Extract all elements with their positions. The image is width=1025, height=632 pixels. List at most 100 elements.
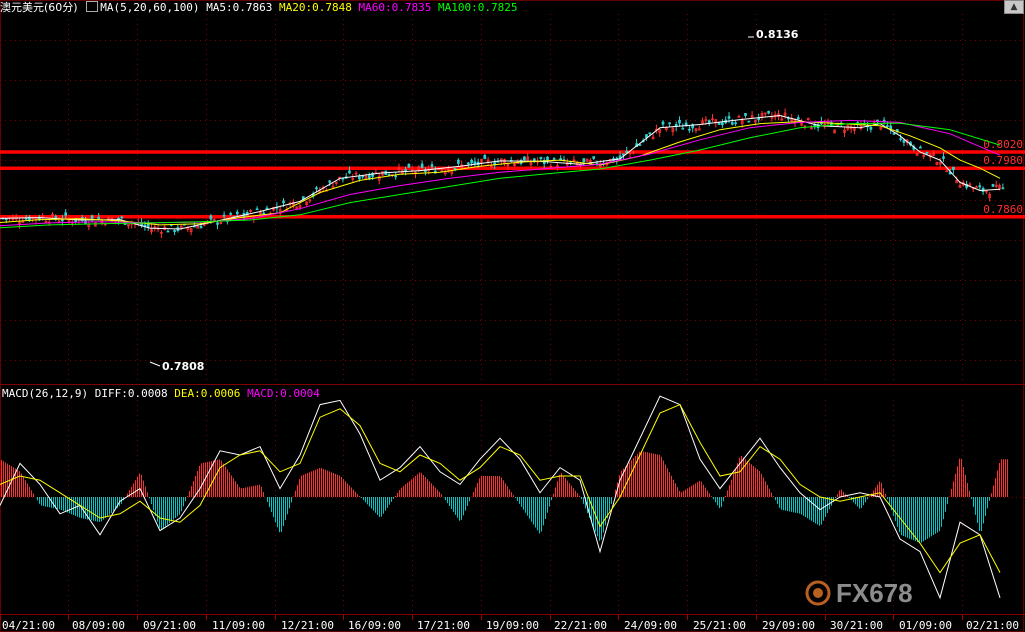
candle-body	[490, 165, 493, 169]
diff-line	[0, 395, 1001, 600]
x-tick-label: 17/21:00	[417, 619, 470, 632]
candle-body	[354, 172, 358, 175]
candle-body	[754, 119, 757, 123]
candle-body	[671, 127, 675, 132]
x-tick-label: 11/09:00	[212, 619, 265, 632]
dea-line	[0, 403, 1001, 574]
candle-body	[760, 113, 764, 117]
candle-body	[189, 227, 193, 233]
candle-body	[994, 184, 998, 187]
candle-body	[166, 230, 170, 233]
candle-body	[526, 156, 530, 161]
candle-body	[377, 176, 381, 181]
x-tick-label: 29/09:00	[762, 619, 815, 632]
instrument-title[interactable]: 澳元美元(60分)	[0, 1, 78, 14]
candle-body	[717, 122, 721, 125]
chart-style-icon[interactable]	[86, 1, 99, 12]
y-tick-label: 0.7980	[983, 154, 1023, 167]
ma60-value: MA60:0.7835	[358, 1, 432, 14]
candle-body	[371, 172, 374, 177]
candle-body	[262, 212, 266, 215]
ma20-line	[0, 121, 1001, 226]
candle-body	[958, 185, 962, 188]
macd-histogram	[1, 451, 1008, 543]
candle-body	[763, 112, 767, 115]
candle-body	[744, 112, 747, 116]
candle-body	[470, 159, 473, 164]
candle-body	[255, 208, 259, 211]
candle-body	[549, 165, 553, 168]
candle-body	[351, 178, 355, 180]
candle-body	[882, 119, 886, 122]
candle-body	[222, 214, 226, 217]
x-tick-label: 02/21:00	[966, 619, 1019, 632]
candle-body	[212, 218, 216, 221]
ma5-value: MA5:0.7863	[206, 1, 273, 14]
candle-body	[585, 158, 589, 162]
candle-body	[450, 170, 454, 174]
candle-body	[358, 176, 361, 180]
candle-body	[282, 200, 285, 204]
candle-body	[750, 115, 754, 118]
candle-body	[546, 156, 549, 161]
x-tick-label: 19/09:00	[486, 619, 539, 632]
candle-body	[196, 225, 200, 229]
candle-body	[21, 221, 25, 223]
candle-body	[397, 167, 401, 170]
candle-body	[668, 122, 671, 125]
candle-body	[935, 162, 939, 165]
x-tick-label: 25/21:00	[693, 619, 746, 632]
candle-body	[988, 193, 992, 199]
x-tick-label: 22/21:00	[554, 619, 607, 632]
candle-body	[127, 224, 130, 227]
candle-body	[278, 209, 282, 214]
candle-body	[707, 120, 711, 124]
candle-body	[1001, 187, 1005, 190]
candle-body	[833, 129, 836, 134]
candle-body	[90, 215, 94, 219]
candle-body	[506, 164, 510, 167]
candle-body	[697, 128, 701, 131]
candle-body	[922, 155, 926, 157]
x-tick-label: 12/21:00	[281, 619, 334, 632]
candle-body	[919, 146, 922, 149]
candle-body	[678, 119, 681, 124]
scroll-up-button[interactable]: ▲	[1004, 0, 1024, 14]
candle-body	[869, 126, 873, 130]
candle-body	[747, 120, 751, 123]
candle-body	[430, 164, 434, 167]
candle-body	[473, 161, 477, 165]
x-tick-label: 01/09:00	[899, 619, 952, 632]
candle-body	[150, 228, 153, 233]
candle-body	[978, 185, 982, 188]
candle-body	[694, 128, 698, 132]
candle-body	[582, 158, 586, 163]
candle-body	[938, 162, 942, 165]
candle-body	[648, 132, 652, 135]
candle-body	[730, 122, 734, 125]
ma5-line	[0, 114, 1001, 230]
candle-body	[394, 175, 398, 178]
candle-body	[308, 199, 312, 202]
candle-body	[985, 190, 988, 193]
candle-body	[331, 186, 335, 188]
candle-body	[691, 124, 695, 129]
candle-body	[721, 122, 724, 126]
watermark-text: FX678	[836, 578, 913, 608]
x-tick-label: 24/09:00	[624, 619, 677, 632]
candle-body	[783, 112, 787, 116]
candle-body	[737, 116, 741, 118]
candle-body	[886, 125, 889, 127]
candle-body	[955, 180, 959, 184]
dea-value: DEA:0.0006	[174, 387, 241, 400]
candle-body	[727, 116, 731, 119]
ma100-line	[0, 122, 1001, 229]
candle-body	[348, 170, 351, 174]
candle-body	[216, 222, 219, 225]
grid	[0, 14, 1025, 612]
candle-body	[453, 167, 457, 170]
candle-body	[4, 218, 8, 221]
candle-body	[457, 159, 460, 164]
